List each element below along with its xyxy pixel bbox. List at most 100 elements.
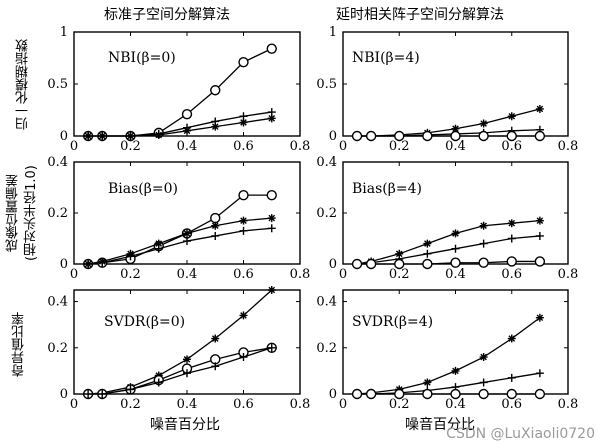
point-circle [238, 189, 249, 201]
x-tick-label: 0.2 [389, 139, 410, 154]
point-plus [479, 239, 488, 248]
point-star [423, 378, 432, 387]
series-line-star [356, 220, 540, 265]
point-circle [210, 212, 221, 224]
y-tick-label: 0.5 [316, 77, 337, 92]
point-circle [506, 130, 517, 142]
series-line-plus [88, 347, 272, 395]
point-star [451, 124, 460, 133]
left-column-title: 标准子空间分解算法 [104, 7, 230, 23]
x-axis-label-left: 噪音百分比 [150, 417, 220, 433]
y-tick-label: 0.4 [47, 295, 68, 310]
point-star [239, 118, 248, 127]
point-plus [126, 385, 135, 394]
x-tick-label: 0.2 [389, 267, 410, 282]
point-circle [534, 388, 546, 400]
point-star [451, 366, 460, 375]
point-star [535, 216, 544, 225]
y-tick-label: 0.4 [316, 295, 337, 310]
point-star [479, 221, 488, 230]
x-tick-label: 0 [339, 139, 347, 154]
point-plus [183, 237, 191, 246]
x-tick-label: 0.8 [558, 397, 579, 412]
panel-annotation: Bias(β=4) [352, 181, 422, 197]
point-circle [422, 258, 433, 270]
y-tick-label: 0.2 [47, 341, 68, 356]
point-plus [126, 252, 135, 261]
y-tick-label: 0.5 [47, 77, 68, 92]
point-star [126, 132, 135, 140]
point-circle [238, 56, 249, 68]
point-plus [451, 244, 460, 253]
x-tick-label: 0.2 [120, 397, 141, 412]
point-plus [154, 378, 163, 387]
x-tick-label: 0.4 [177, 267, 198, 282]
point-star [183, 229, 191, 238]
panel-annotation: NBI(β=0) [108, 50, 176, 66]
point-star [395, 249, 404, 258]
point-plus [535, 231, 544, 240]
point-plus [84, 390, 93, 398]
point-star [267, 286, 276, 294]
plot-frame [342, 289, 569, 395]
panel-annotation: SVDR(β=0) [104, 314, 185, 330]
point-circle [478, 388, 489, 400]
x-tick-label: 0.8 [290, 267, 311, 282]
point-plus [98, 390, 107, 398]
point-star [507, 219, 516, 228]
point-star [535, 104, 544, 113]
x-tick-label: 0.6 [233, 267, 254, 282]
point-star [507, 112, 516, 121]
x-tick-label: 0.8 [558, 267, 579, 282]
point-star [183, 126, 191, 135]
point-plus [98, 258, 107, 267]
x-axis-label-right: 噪音百分比 [405, 417, 475, 433]
panel-annotation: Bias(β=0) [108, 181, 178, 197]
x-tick-label: 0 [70, 397, 78, 412]
y-tick-label: 0 [329, 129, 337, 144]
point-star [267, 214, 276, 223]
point-plus [507, 234, 516, 243]
point-circle [450, 130, 461, 142]
point-star [535, 313, 544, 322]
x-tick-label: 0.2 [120, 267, 141, 282]
point-circle [534, 130, 546, 142]
x-tick-label: 0.6 [501, 139, 522, 154]
y-tick-label: 0.2 [316, 341, 337, 356]
x-tick-label: 0.4 [445, 397, 466, 412]
point-star [507, 334, 516, 343]
point-circle [351, 388, 363, 400]
point-star [98, 132, 107, 140]
point-circle [210, 85, 221, 96]
point-circle [422, 388, 433, 400]
y-tick-label: 0 [60, 387, 68, 402]
point-circle [422, 130, 433, 142]
x-tick-label: 0.4 [445, 139, 466, 154]
point-plus [267, 224, 276, 233]
point-circle [365, 258, 377, 270]
point-star [451, 229, 460, 238]
plot-frame [342, 31, 569, 137]
y-tick-label: 0.4 [316, 155, 337, 170]
point-star [211, 334, 220, 343]
point-star [423, 239, 432, 248]
x-tick-label: 0.8 [290, 397, 311, 412]
point-plus [154, 244, 163, 253]
point-circle [534, 256, 546, 267]
point-circle [266, 189, 277, 201]
y-tick-label: 1 [60, 25, 68, 40]
x-tick-label: 0.2 [389, 397, 410, 412]
point-circle [506, 256, 517, 267]
point-circle [450, 388, 461, 400]
plot-frame [73, 161, 301, 265]
point-circle [365, 130, 377, 142]
point-plus [239, 353, 248, 362]
point-plus [211, 362, 220, 371]
x-tick-label: 0.8 [290, 139, 311, 154]
y-tick-label: 0.2 [316, 206, 337, 221]
point-star [154, 130, 163, 139]
point-star [211, 122, 220, 131]
y-tick-label: 0 [60, 129, 68, 144]
point-plus [211, 231, 220, 240]
point-plus [535, 369, 544, 378]
